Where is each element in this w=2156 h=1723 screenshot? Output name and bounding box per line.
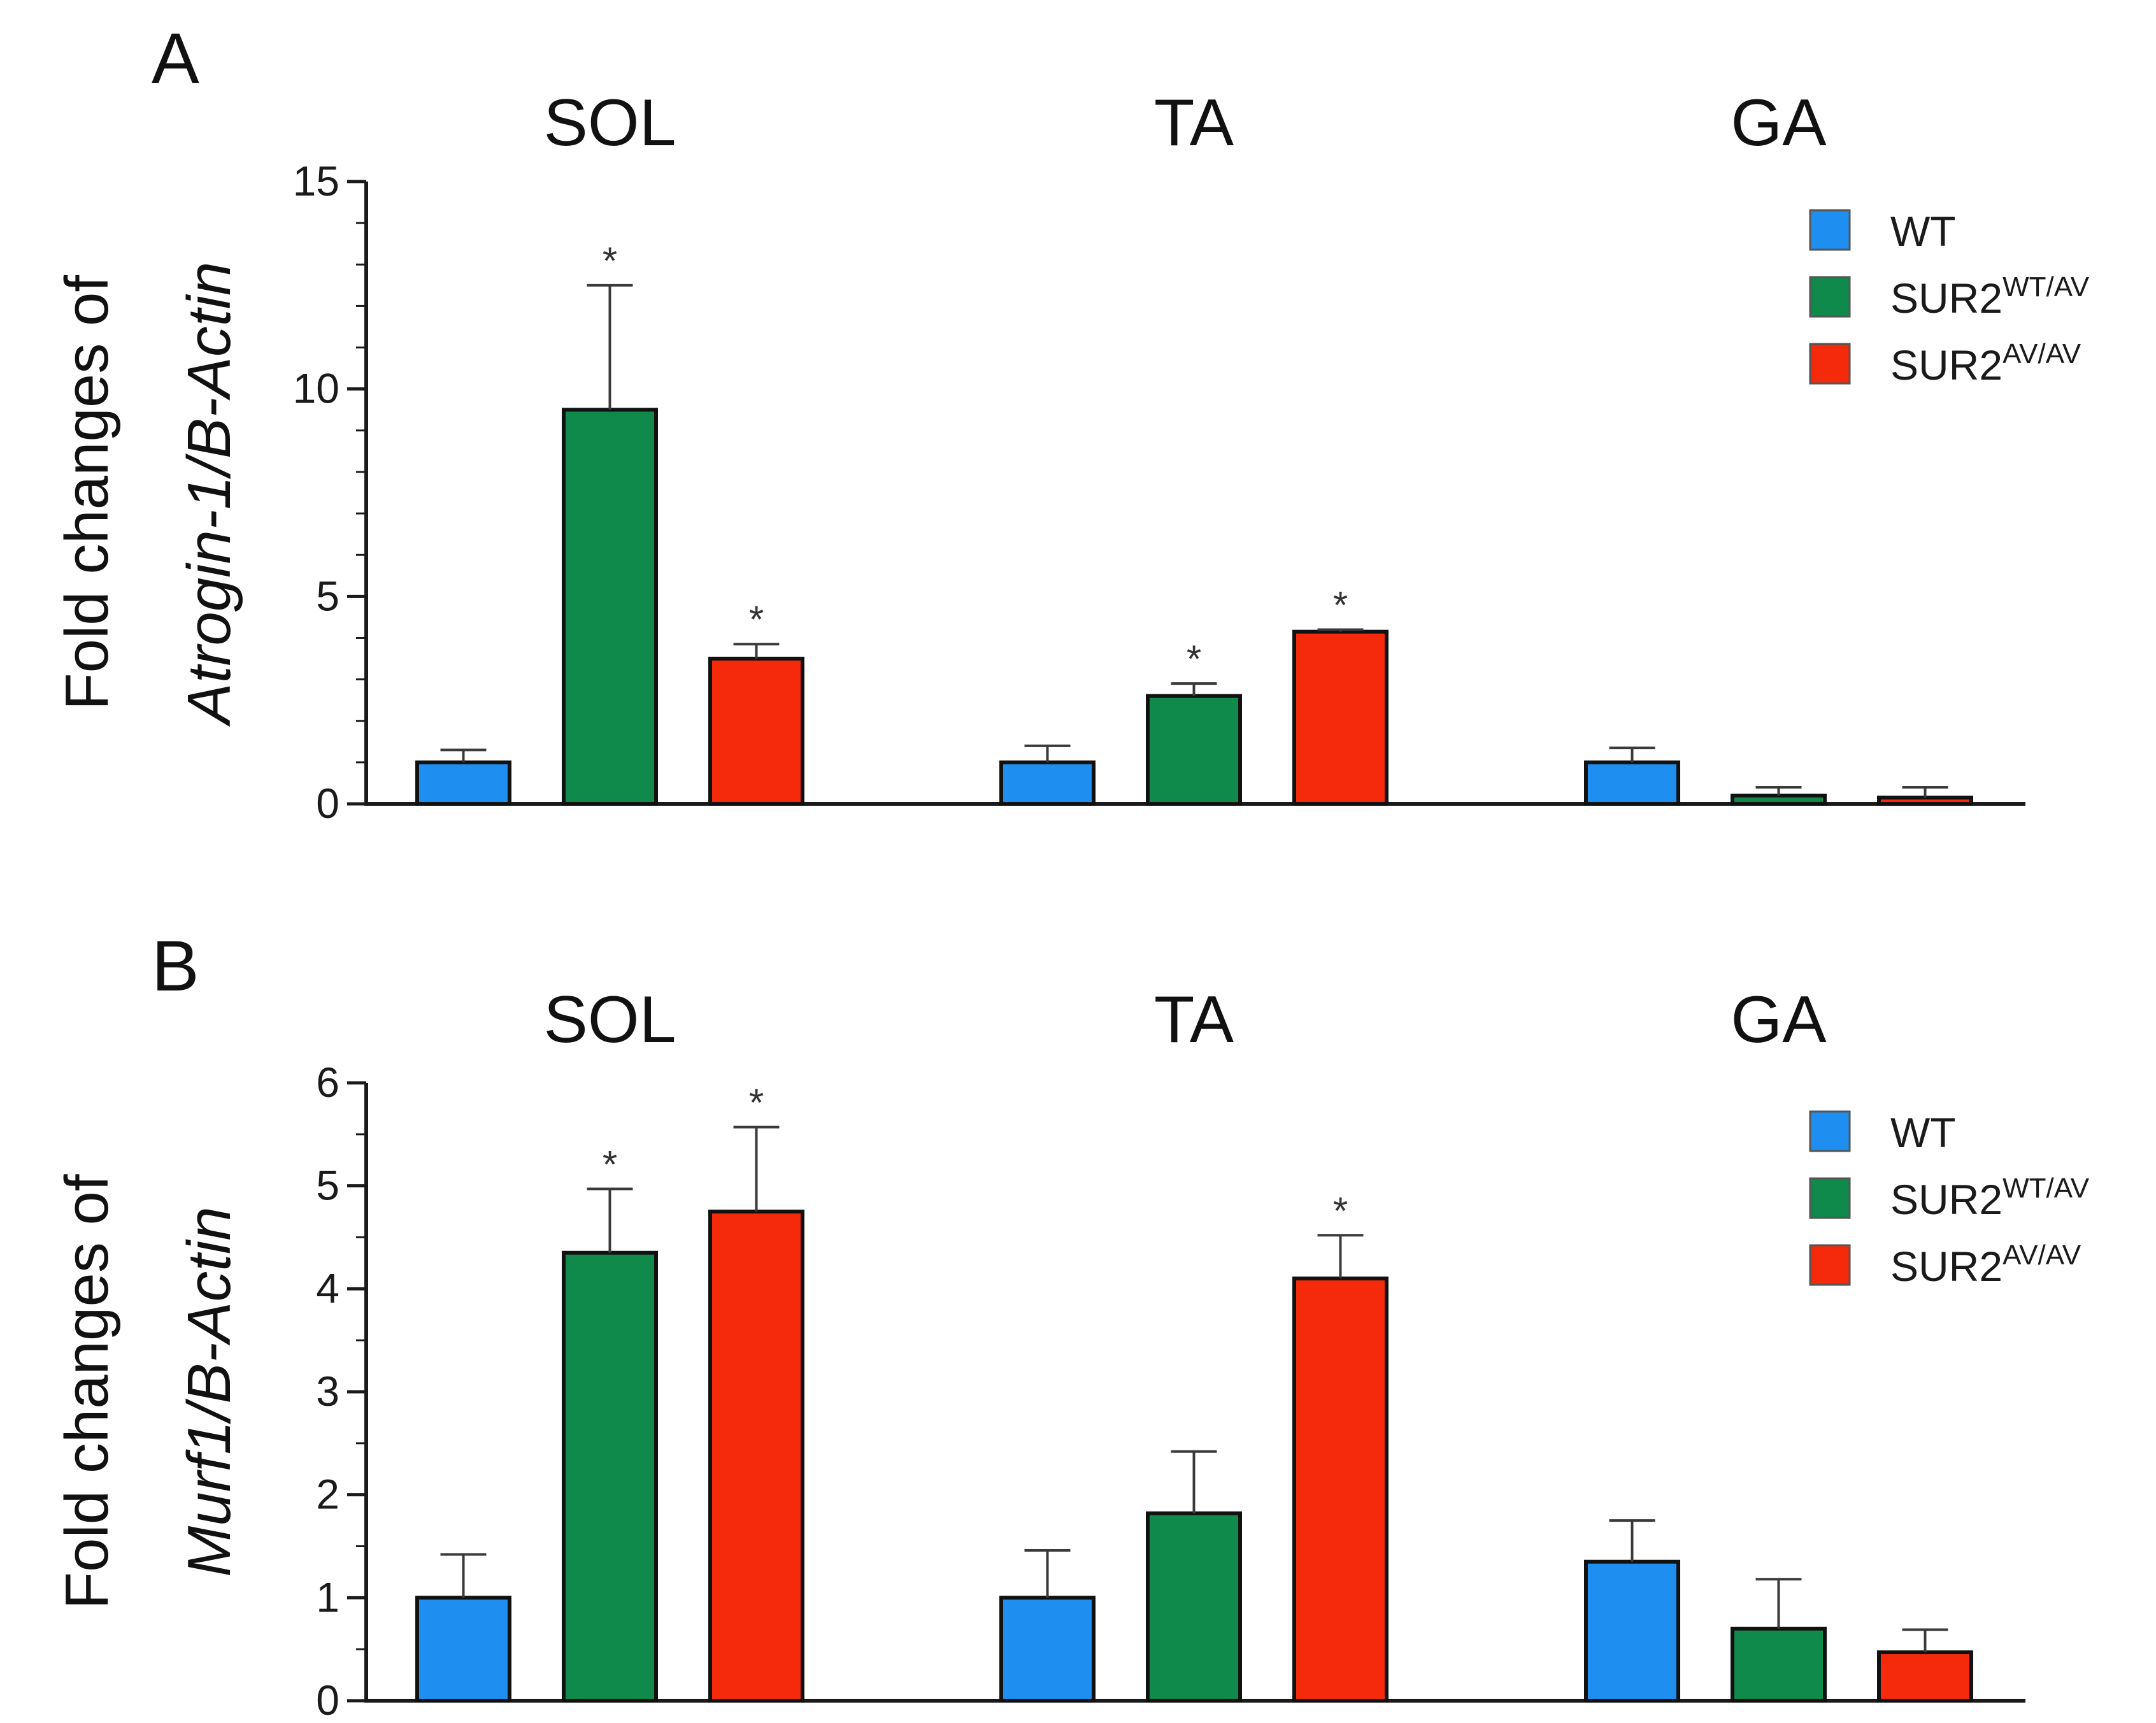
legend-label-base: SUR2 bbox=[1890, 1243, 2003, 1290]
bar bbox=[562, 408, 658, 806]
y-axis-label-gene: Atrogin-1/B-Actin bbox=[175, 262, 243, 727]
y-tick-label: 10 bbox=[293, 365, 339, 412]
legend-label-base: WT bbox=[1890, 208, 1956, 255]
y-tick-label: 5 bbox=[316, 1162, 339, 1209]
y-tick-label: 0 bbox=[316, 780, 339, 827]
y-tick-label: 15 bbox=[293, 157, 339, 204]
group-label-ga: GA bbox=[1731, 86, 1827, 160]
bar bbox=[1877, 796, 1973, 806]
legend-swatch bbox=[1809, 1177, 1851, 1219]
y-tick-label: 1 bbox=[316, 1573, 339, 1620]
legend-swatch bbox=[1809, 276, 1851, 318]
legend-label: SUR2WT/AV bbox=[1890, 1173, 2090, 1223]
y-axis-label: Fold changes of bbox=[53, 1174, 121, 1609]
y-tick-label: 0 bbox=[316, 1677, 339, 1723]
significance-marker: * bbox=[603, 1143, 617, 1186]
significance-marker: * bbox=[1187, 638, 1201, 680]
y-axis-label: Fold changes of bbox=[53, 275, 121, 710]
legend-label-superscript: WT/AV bbox=[2003, 1173, 2090, 1204]
bar bbox=[1731, 1626, 1827, 1703]
bar bbox=[1584, 1559, 1680, 1703]
legend-label: SUR2AV/AV bbox=[1890, 338, 2081, 389]
panel-b: B Fold changes of Murf1/B-Actin 0 1 2 3 4 5 6 SOL T… bbox=[53, 926, 2090, 1723]
group-label-ga: GA bbox=[1731, 983, 1827, 1057]
bar bbox=[1146, 694, 1242, 806]
significance-marker: * bbox=[1333, 1189, 1348, 1232]
group-label-ta: TA bbox=[1154, 86, 1234, 160]
legend-label: SUR2WT/AV bbox=[1890, 271, 2090, 322]
bar bbox=[415, 1596, 511, 1703]
y-tick-label: 3 bbox=[316, 1368, 339, 1415]
legend-swatch bbox=[1809, 209, 1851, 251]
group-label-sol: SOL bbox=[543, 86, 676, 160]
panel-a: A Fold changes of Atrogin-1/B-Actin 0 5 10 15 S… bbox=[53, 18, 2090, 827]
legend-swatch bbox=[1809, 343, 1851, 385]
panel-label: A bbox=[152, 18, 199, 98]
significance-marker: * bbox=[749, 598, 764, 641]
bar bbox=[1731, 793, 1827, 806]
significance-marker: * bbox=[603, 240, 617, 282]
significance-marker: * bbox=[749, 1082, 764, 1124]
legend-swatch bbox=[1809, 1244, 1851, 1286]
group-label-ta: TA bbox=[1154, 983, 1234, 1057]
legend-label-base: SUR2 bbox=[1890, 275, 2003, 322]
bar bbox=[562, 1250, 658, 1703]
legend-label-superscript: AV/AV bbox=[2003, 338, 2081, 369]
legend-label-base: WT bbox=[1890, 1109, 1956, 1156]
legend-label-base: SUR2 bbox=[1890, 1176, 2003, 1223]
y-tick-label: 4 bbox=[316, 1264, 339, 1312]
group-label-sol: SOL bbox=[543, 983, 676, 1057]
bar bbox=[999, 760, 1096, 806]
y-axis-label-gene: Murf1/B-Actin bbox=[175, 1206, 243, 1576]
bar bbox=[1584, 760, 1680, 806]
legend-label-superscript: WT/AV bbox=[2003, 271, 2090, 303]
bar bbox=[415, 760, 511, 806]
y-tick-label: 5 bbox=[316, 572, 339, 619]
y-tick-label: 2 bbox=[316, 1471, 339, 1518]
significance-marker: * bbox=[1333, 583, 1348, 626]
bar bbox=[1292, 629, 1389, 806]
bar bbox=[1292, 1276, 1389, 1703]
legend-label: SUR2AV/AV bbox=[1890, 1240, 2081, 1290]
panel-label: B bbox=[152, 926, 199, 1006]
bar bbox=[708, 657, 804, 806]
legend-label: WT bbox=[1890, 1109, 1956, 1156]
bar bbox=[1146, 1511, 1242, 1703]
legend-label-base: SUR2 bbox=[1890, 341, 2003, 389]
legend-label: WT bbox=[1890, 208, 1956, 255]
bar bbox=[1877, 1650, 1973, 1703]
y-tick-label: 6 bbox=[316, 1059, 339, 1106]
legend-swatch bbox=[1809, 1110, 1851, 1152]
bar bbox=[999, 1596, 1096, 1703]
legend-label-superscript: AV/AV bbox=[2003, 1240, 2081, 1271]
bar bbox=[708, 1210, 804, 1703]
